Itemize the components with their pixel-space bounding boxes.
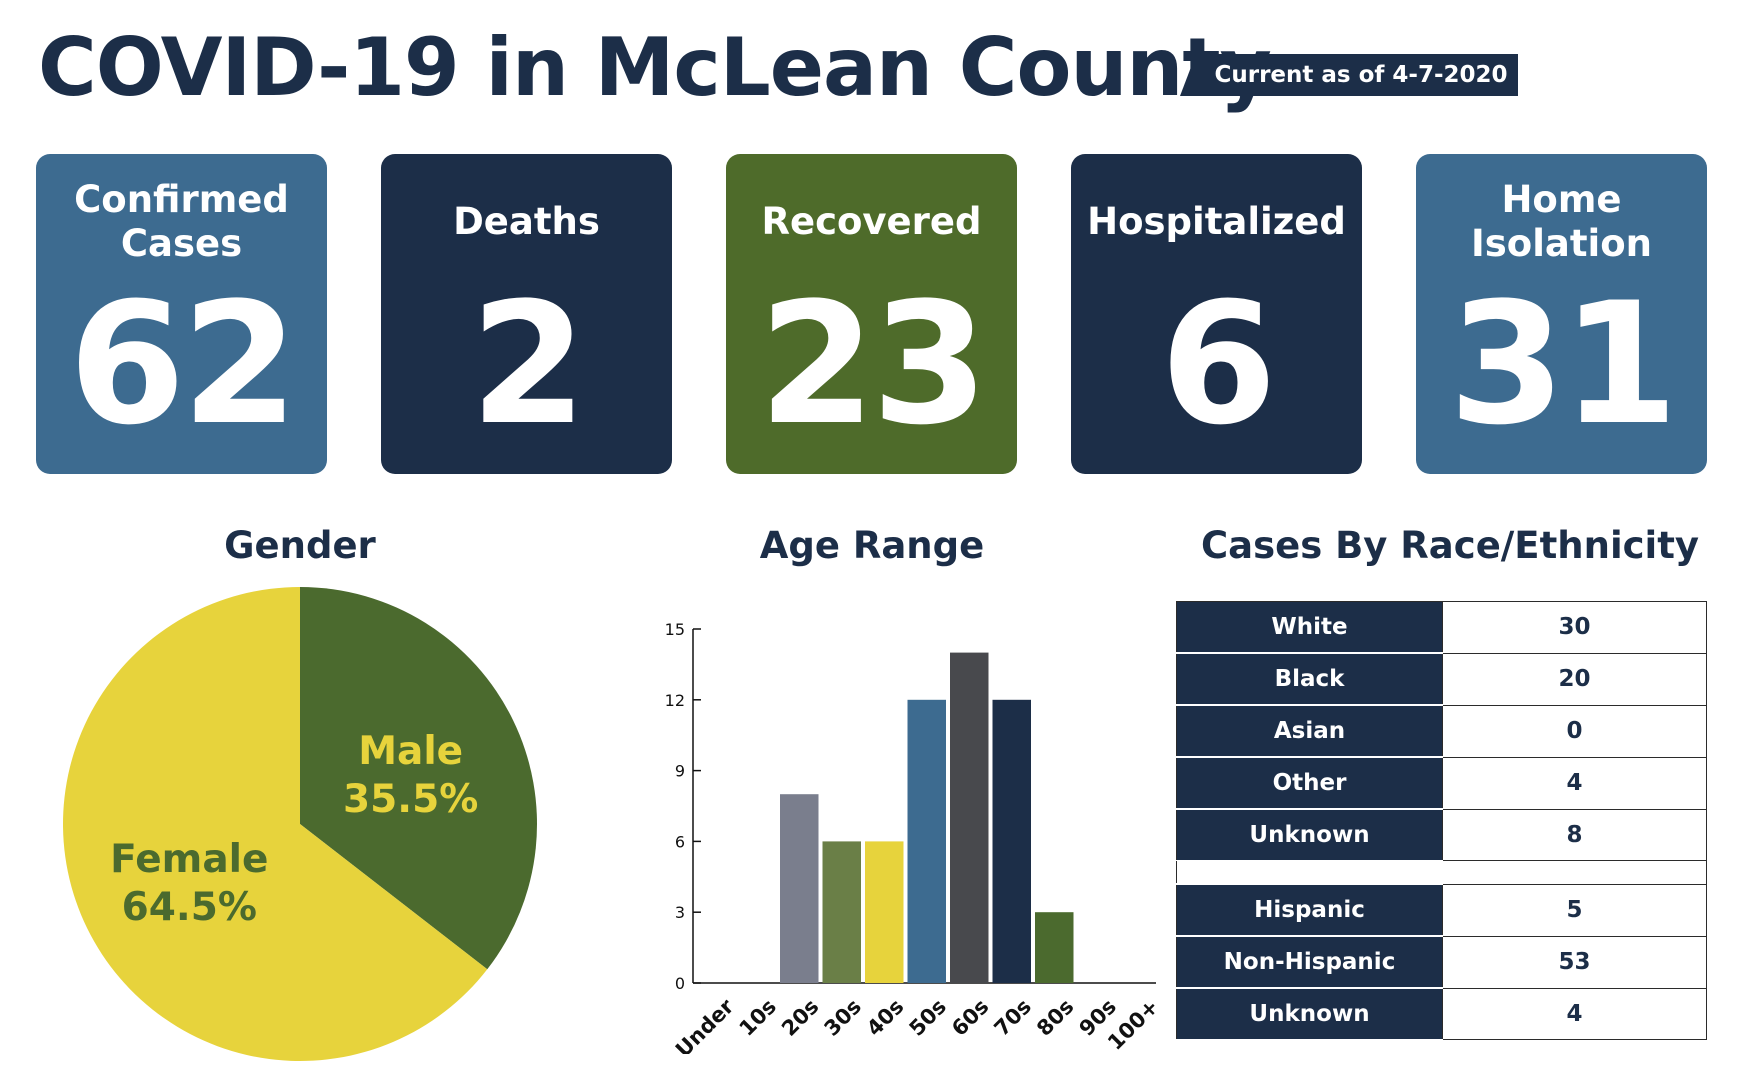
race-table-body: White 30 Black 20 Asian 0 Other 4 Unknown 8 Hispan…	[1176, 601, 1707, 1040]
stat-value: 6	[1160, 266, 1277, 462]
row-value: 5	[1442, 883, 1707, 937]
bar-80s	[1035, 912, 1074, 983]
x-category-label: 80s	[1032, 994, 1078, 1040]
pie-value-male: 35.5%	[343, 777, 478, 822]
stat-label: Deaths	[453, 199, 600, 243]
stat-value: 23	[758, 266, 989, 462]
row-label: Asian	[1176, 704, 1443, 758]
row-value: 30	[1442, 601, 1707, 654]
stat-label: Confirmed Cases	[74, 177, 289, 265]
y-tick-label: 15	[665, 620, 685, 639]
x-category-label: 20s	[777, 994, 823, 1040]
stat-card-recovered: Recovered 23	[726, 154, 1017, 474]
pie-slice-male	[300, 587, 537, 970]
y-tick-label: 6	[675, 832, 685, 851]
y-tick-label: 3	[675, 903, 685, 922]
pie-slice-female	[62, 587, 488, 1061]
x-category-label: 70s	[990, 994, 1036, 1040]
x-category-label: 50s	[905, 994, 951, 1040]
y-tick-label: 9	[675, 762, 685, 781]
row-label: Other	[1176, 756, 1443, 810]
row-label: Hispanic	[1176, 883, 1443, 937]
gender-chart-title: Gender	[224, 524, 376, 567]
pie-value-female: 64.5%	[122, 885, 257, 930]
row-value: 8	[1442, 808, 1707, 861]
y-tick-label: 12	[665, 691, 685, 710]
table-row: Non-Hispanic 53	[1176, 935, 1707, 989]
bar-20s	[780, 794, 819, 983]
table-spacer-row	[1176, 860, 1707, 885]
spacer-cell	[1176, 860, 1707, 885]
y-tick-label: 0	[675, 974, 685, 993]
x-category-label: 40s	[862, 994, 908, 1040]
table-row: Unknown 8	[1176, 808, 1707, 861]
row-label: Unknown	[1176, 987, 1443, 1040]
table-row: Other 4	[1176, 756, 1707, 810]
stat-label: Hospitalized	[1087, 199, 1346, 243]
stat-value: 2	[470, 266, 587, 462]
stat-card-deaths: Deaths 2	[381, 154, 672, 474]
bar-30s	[822, 841, 861, 983]
table-row: Black 20	[1176, 652, 1707, 706]
x-category-label: 30s	[820, 994, 866, 1040]
page-title: COVID-19 in McLean County	[38, 21, 1272, 114]
bar-60s	[950, 652, 989, 983]
row-value: 53	[1442, 935, 1707, 989]
pie-label-male: Male	[358, 729, 463, 774]
bar-50s	[907, 699, 946, 983]
stat-value: 62	[68, 266, 299, 462]
age-bar-chart: 0 3 6 9 12 15 9 & Under10s20s30s40s50s60s70s80…	[637, 620, 1156, 1054]
x-category-label: 9 & Under	[637, 994, 739, 1054]
date-banner-text: Current as of 4-7-2020	[1214, 62, 1508, 88]
row-value: 4	[1442, 987, 1707, 1040]
race-table-title: Cases By Race/Ethnicity	[1200, 524, 1700, 567]
row-value: 20	[1442, 652, 1707, 706]
bar-40s	[865, 841, 904, 983]
pie-label-female: Female	[110, 837, 268, 882]
stat-value: 31	[1448, 266, 1679, 462]
x-category-label: 60s	[947, 994, 993, 1040]
row-value: 0	[1442, 704, 1707, 758]
row-value: 4	[1442, 756, 1707, 810]
race-ethnicity-table: White 30 Black 20 Asian 0 Other 4 Unknown 8 Hispan…	[1176, 601, 1707, 1040]
table-row: Hispanic 5	[1176, 883, 1707, 937]
x-category-label: 10s	[735, 994, 781, 1040]
age-chart-title: Age Range	[759, 524, 985, 567]
row-label: Non-Hispanic	[1176, 935, 1443, 989]
row-label: Black	[1176, 652, 1443, 706]
row-label: White	[1176, 601, 1443, 654]
row-label: Unknown	[1176, 808, 1443, 861]
stat-card-hospitalized: Hospitalized 6	[1071, 154, 1362, 474]
table-row: Asian 0	[1176, 704, 1707, 758]
date-banner: Current as of 4-7-2020	[1180, 54, 1518, 96]
stat-label: Home Isolation	[1471, 177, 1652, 265]
table-row: White 30	[1176, 601, 1707, 654]
stat-card-confirmed-cases: Confirmed Cases 62	[36, 154, 327, 474]
stat-label: Recovered	[761, 199, 982, 243]
table-row: Unknown 4	[1176, 987, 1707, 1040]
stat-card-home-isolation: Home Isolation 31	[1416, 154, 1707, 474]
bar-70s	[992, 699, 1031, 983]
